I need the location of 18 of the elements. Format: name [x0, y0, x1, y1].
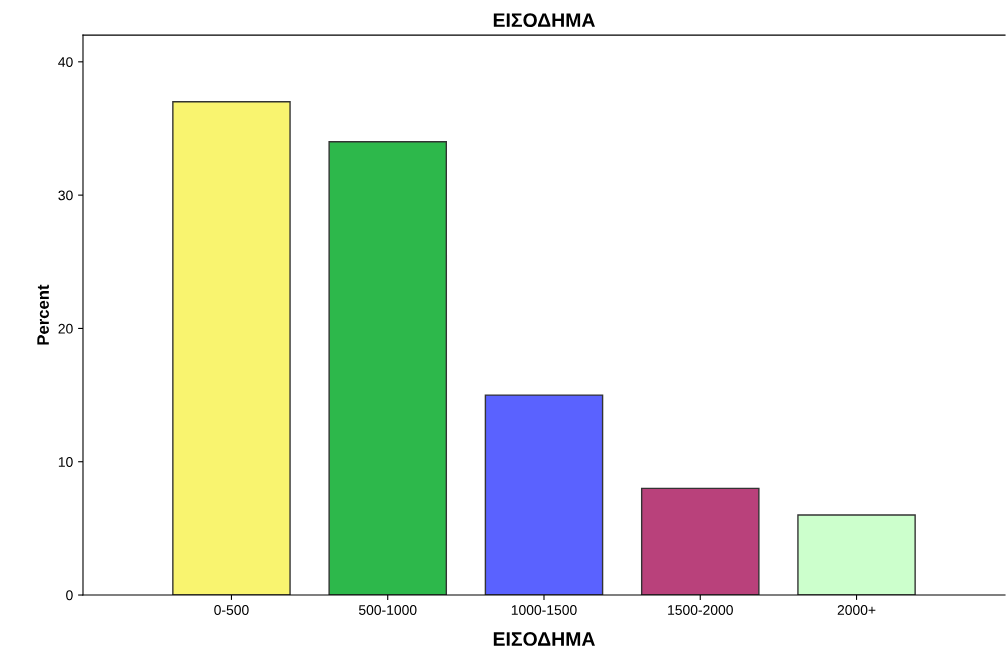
bar	[328, 141, 448, 596]
x-tick-label: 500-1000	[358, 605, 417, 615]
chart-title: ΕΙΣΟΔΗΜΑ	[493, 13, 595, 28]
y-tick-label: 30	[58, 190, 73, 201]
y-tick-label: 40	[58, 57, 73, 67]
y-axis-title: Percent	[37, 284, 49, 345]
x-tick-label: 0-500	[214, 605, 249, 615]
x-tick-label: 1500-2000	[668, 605, 733, 615]
x-tick-label: 2000+	[837, 605, 876, 615]
bar	[640, 487, 760, 596]
x-axis-title: ΕΙΣΟΔΗΜΑ	[493, 632, 595, 646]
x-tick-label: 1000-1500	[511, 605, 577, 615]
y-tick-label: 0	[66, 590, 73, 601]
bar	[797, 514, 916, 596]
y-tick-label: 20	[58, 323, 73, 334]
bar	[484, 394, 604, 596]
y-tick-label: 10	[58, 457, 73, 467]
bar	[172, 101, 291, 596]
